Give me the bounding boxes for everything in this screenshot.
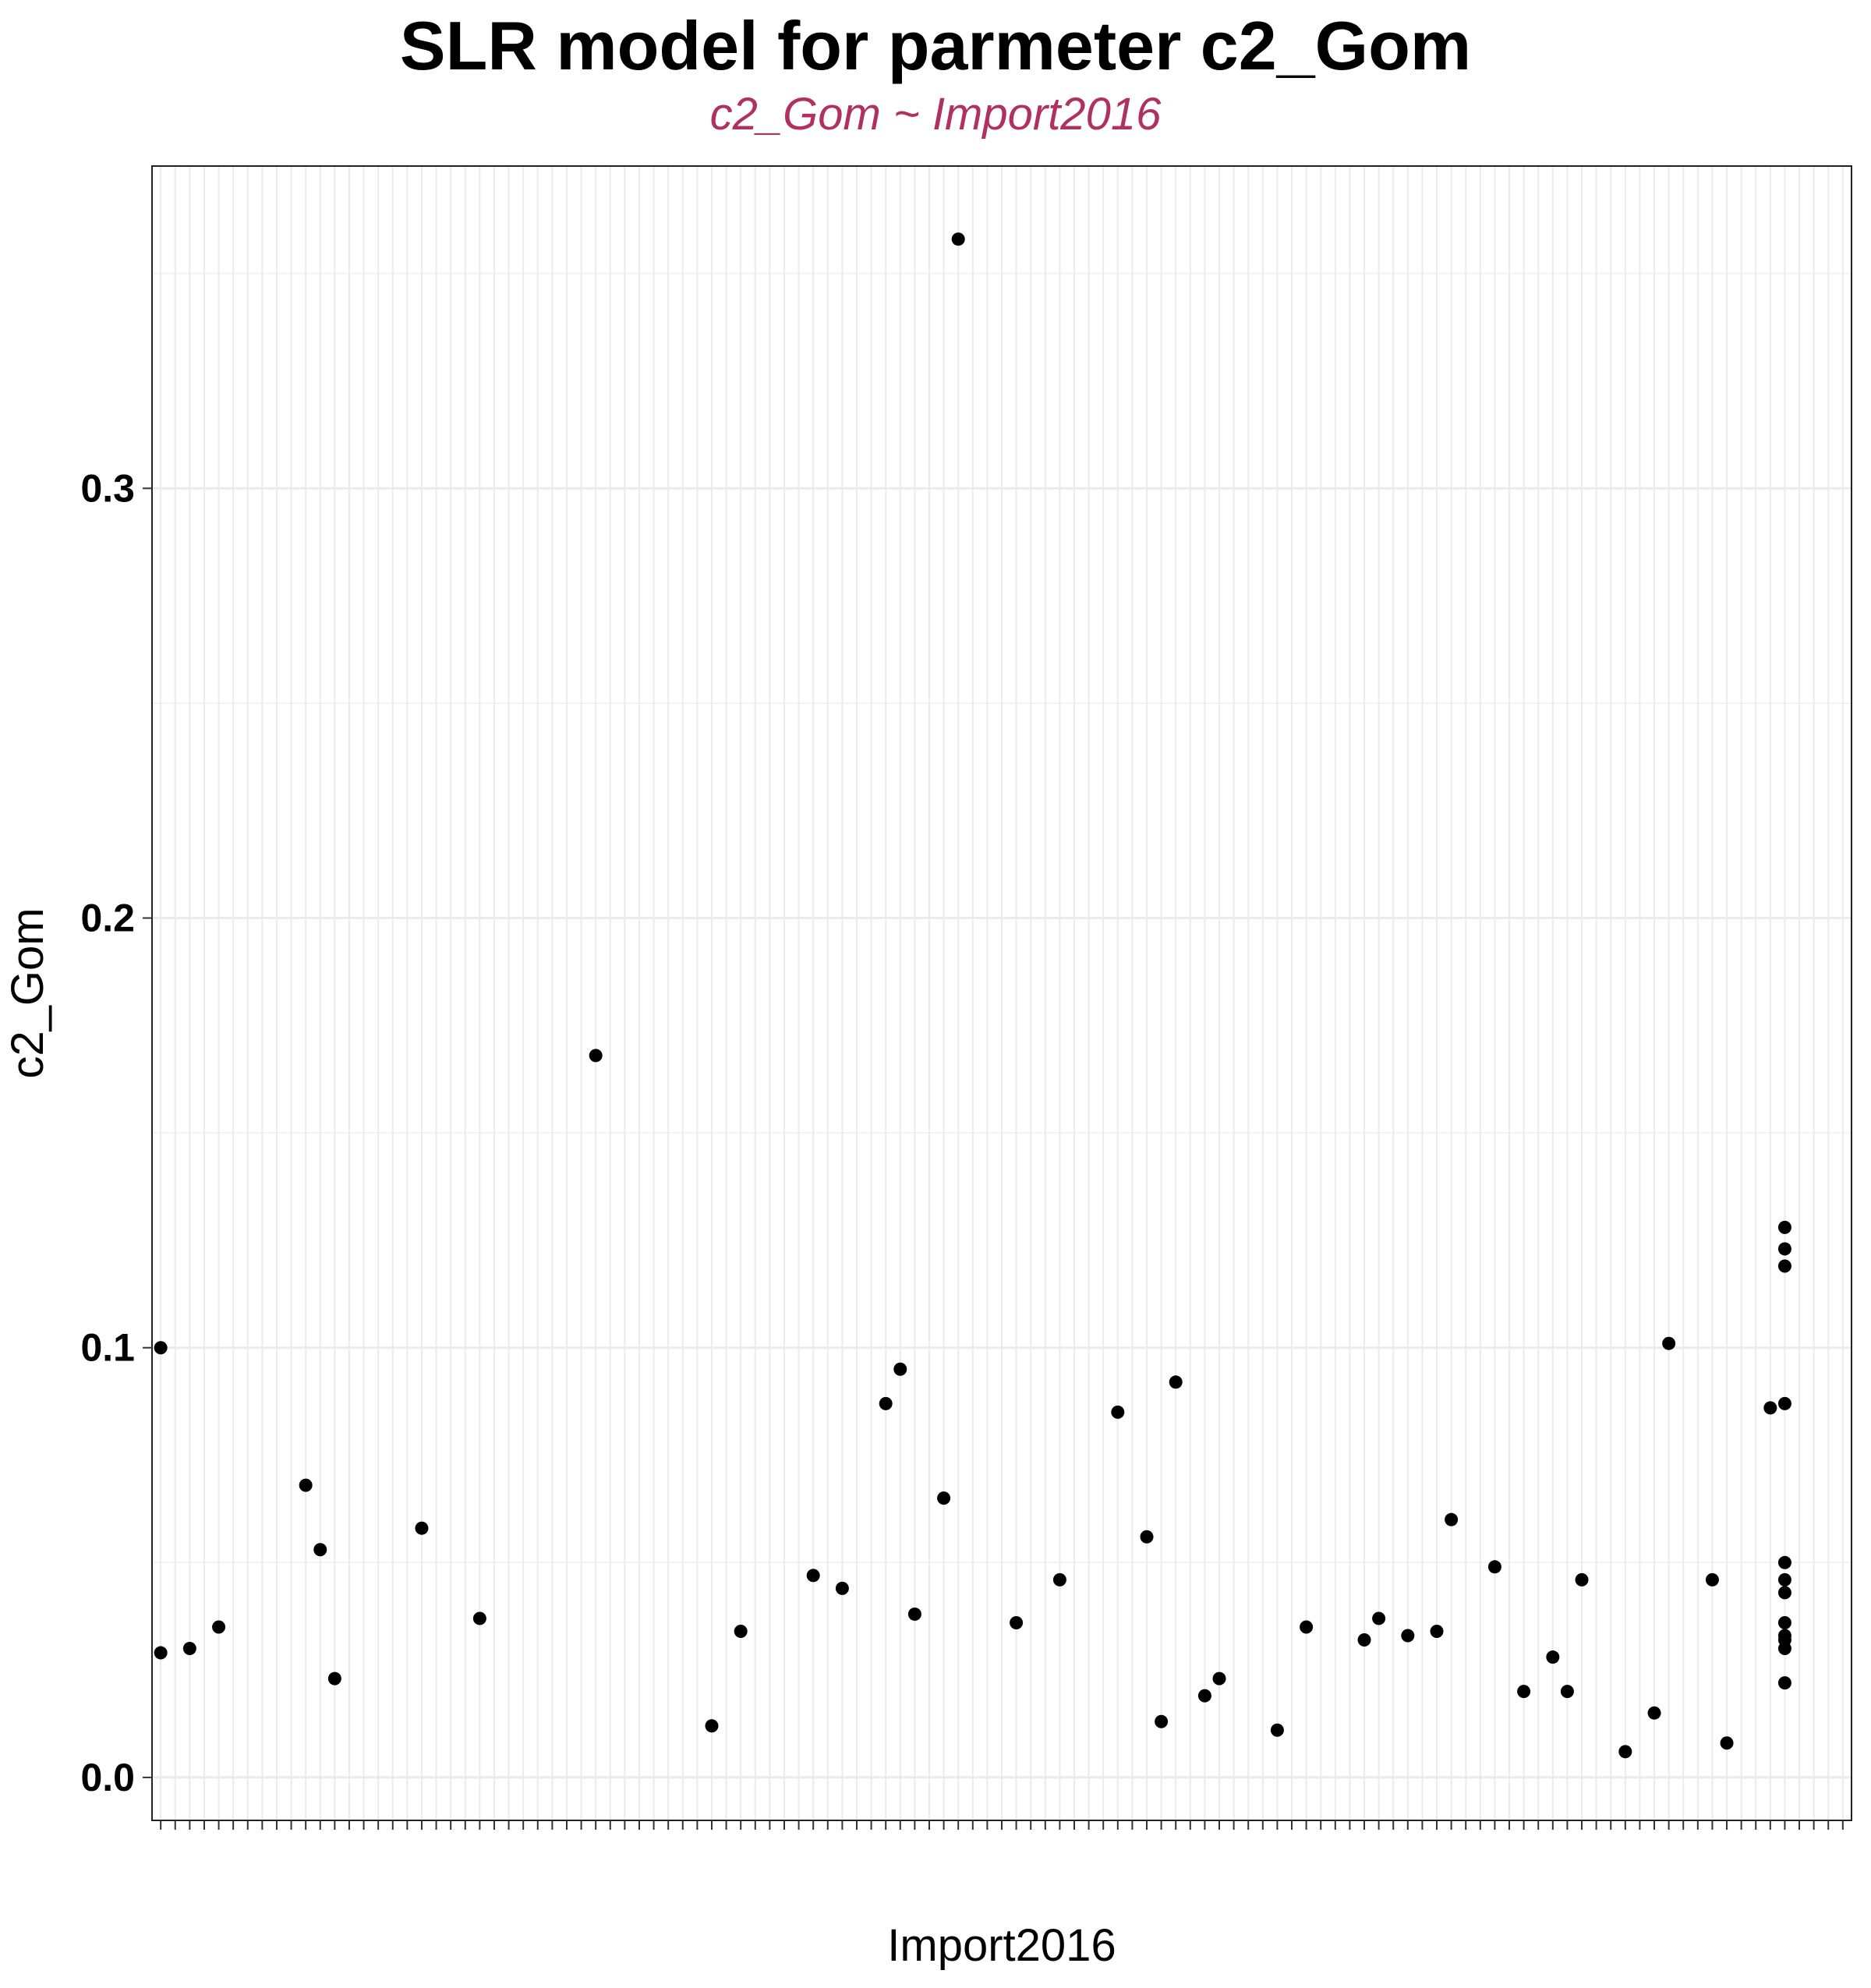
data-point <box>472 1611 486 1625</box>
data-point <box>1169 1375 1183 1389</box>
data-point <box>1445 1512 1459 1526</box>
x-axis <box>160 1820 1844 1830</box>
data-point <box>1777 1586 1791 1600</box>
data-point <box>154 1646 168 1660</box>
data-point <box>1575 1572 1589 1587</box>
data-point <box>1140 1530 1154 1544</box>
x-axis-label: Import2016 <box>887 1920 1116 1971</box>
y-axis-label: c2_Gom <box>2 907 53 1078</box>
data-point <box>589 1049 603 1063</box>
data-point <box>415 1521 429 1535</box>
data-point <box>1052 1572 1066 1587</box>
y-tick-label: 0.3 <box>80 466 135 510</box>
data-point <box>1777 1676 1791 1690</box>
data-point <box>1777 1220 1791 1234</box>
data-point <box>1777 1555 1791 1569</box>
data-point <box>1487 1560 1501 1574</box>
data-point <box>937 1491 951 1505</box>
data-point <box>1777 1242 1791 1256</box>
data-point <box>835 1581 849 1595</box>
data-point <box>327 1671 341 1686</box>
data-point <box>1662 1336 1676 1350</box>
data-point <box>1111 1405 1125 1419</box>
data-point <box>1777 1642 1791 1656</box>
data-point <box>1197 1689 1211 1703</box>
data-point <box>705 1719 719 1733</box>
data-point <box>299 1478 313 1492</box>
data-point <box>1705 1572 1719 1587</box>
data-point <box>1777 1615 1791 1629</box>
data-point <box>1777 1572 1791 1587</box>
data-point <box>1357 1633 1371 1647</box>
data-point <box>1401 1629 1415 1643</box>
y-axis: 0.0 0.1 0.2 0.3 <box>80 466 152 1799</box>
data-point <box>1270 1723 1284 1737</box>
data-point <box>154 1341 168 1355</box>
data-point <box>1517 1685 1531 1699</box>
data-point <box>907 1607 921 1621</box>
data-point <box>734 1624 748 1638</box>
data-point <box>1300 1620 1314 1634</box>
data-point <box>1372 1611 1386 1625</box>
data-point <box>1155 1714 1169 1728</box>
data-point <box>1546 1650 1560 1664</box>
data-point <box>879 1396 893 1410</box>
major-gridlines <box>152 166 1852 1820</box>
y-tick-label: 0.0 <box>80 1756 135 1799</box>
data-point <box>1763 1401 1777 1415</box>
data-point <box>1777 1259 1791 1273</box>
data-point <box>951 232 965 246</box>
chart-title: SLR model for parmeter c2_Gom <box>399 7 1472 84</box>
data-point <box>1212 1671 1226 1686</box>
data-point <box>1430 1624 1444 1638</box>
data-point <box>1010 1615 1024 1629</box>
data-point <box>212 1620 226 1634</box>
data-points <box>154 232 1791 1759</box>
data-point <box>1777 1396 1791 1410</box>
data-point <box>1647 1706 1661 1720</box>
data-point <box>1720 1736 1734 1750</box>
data-point <box>893 1362 907 1376</box>
chart-subtitle: c2_Gom ~ Import2016 <box>709 89 1162 140</box>
y-tick-label: 0.1 <box>80 1326 135 1370</box>
data-point <box>1618 1745 1632 1759</box>
y-tick-label: 0.2 <box>80 897 135 940</box>
data-point <box>313 1543 327 1557</box>
data-point <box>182 1642 196 1656</box>
data-point <box>1560 1685 1574 1699</box>
data-point <box>806 1569 820 1583</box>
